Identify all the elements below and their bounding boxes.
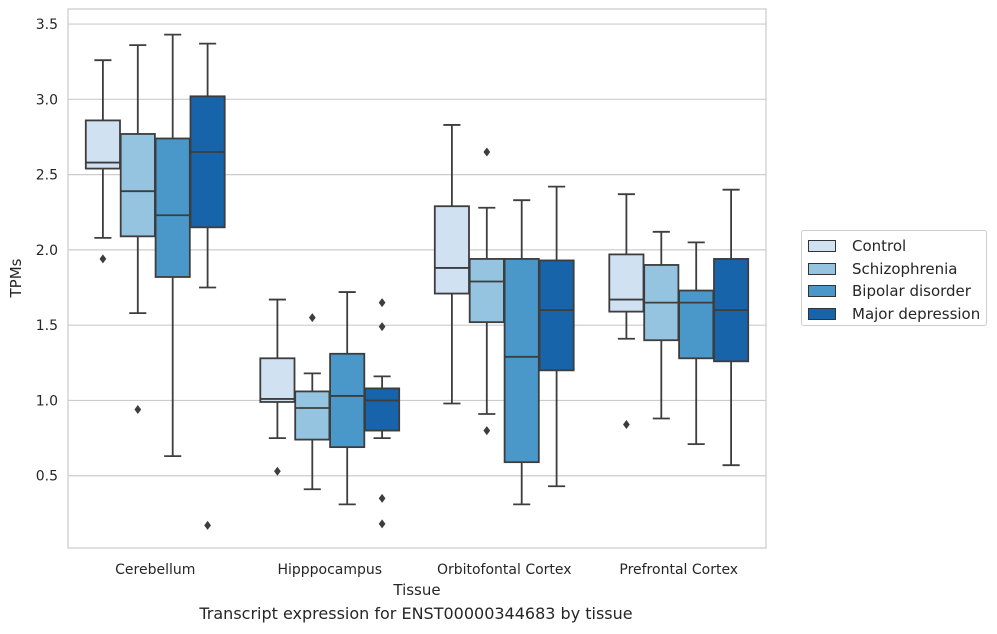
y-tick-label: 0.5 <box>36 469 58 485</box>
y-tick-label: 2.0 <box>36 243 58 259</box>
legend-label: Major depression <box>852 304 981 323</box>
box-body <box>294 390 331 441</box>
legend-item: Schizophrenia <box>808 258 986 281</box>
x-tick-label: Cerebellum <box>115 562 195 578</box>
outlier-point <box>378 298 386 308</box>
outlier-point <box>134 404 142 414</box>
box-body <box>503 258 540 464</box>
box-body <box>84 119 121 170</box>
legend-label: Schizophrenia <box>852 259 958 278</box>
y-tick-label: 1.0 <box>36 393 58 409</box>
figure-caption: Transcript expression for ENST0000034468… <box>199 604 633 623</box>
legend-swatch <box>808 307 836 320</box>
box-bipolar-disorder-0 <box>154 33 191 458</box>
box-body <box>119 133 156 238</box>
legend-item: Major depression <box>808 303 986 326</box>
box-body <box>433 205 470 295</box>
box-control-3 <box>608 193 645 430</box>
outlier-point <box>204 520 211 530</box>
x-tick-label: Hipppocampus <box>277 562 382 578</box>
box-body <box>154 137 191 278</box>
plot-frame <box>67 8 767 549</box>
outlier-point <box>274 466 281 476</box>
x-tick-label: Prefrontal Cortex <box>619 562 738 578</box>
box-major-depression-0 <box>189 42 226 530</box>
box-bipolar-disorder-1 <box>329 291 366 506</box>
legend-item: Control <box>808 235 986 258</box>
outlier-point <box>308 313 316 323</box>
box-body <box>678 289 715 360</box>
y-tick-label: 3.5 <box>36 17 58 33</box>
y-tick-label: 1.5 <box>36 318 58 334</box>
box-control-1 <box>259 298 296 476</box>
box-body <box>364 387 401 432</box>
box-control-2 <box>433 124 470 405</box>
legend-swatch <box>808 262 836 275</box>
outlier-point <box>99 254 107 264</box>
y-tick-label: 3.0 <box>36 92 58 108</box>
box-schizophrenia-3 <box>643 230 680 420</box>
box-bipolar-disorder-2 <box>503 199 540 506</box>
outlier-point <box>378 493 386 503</box>
box-schizophrenia-0 <box>119 44 156 414</box>
outlier-point <box>483 147 491 157</box>
box-major-depression-2 <box>538 185 575 488</box>
box-body <box>329 352 366 449</box>
box-body <box>189 95 226 229</box>
box-plot-marks <box>84 33 750 530</box>
box-bipolar-disorder-3 <box>678 241 715 446</box>
legend-swatch <box>808 285 836 298</box>
x-axis-label: Tissue <box>392 581 440 599</box>
box-body <box>538 259 575 372</box>
x-axis-ticks: Cerebellum Hipppocampus Orbitofontal Corte… <box>115 562 738 578</box>
box-major-depression-1 <box>364 298 401 529</box>
outlier-point <box>378 322 386 332</box>
outlier-point <box>378 519 386 529</box>
box-major-depression-3 <box>713 188 750 467</box>
legend-swatch <box>808 240 836 253</box>
legend-label: Control <box>852 237 907 256</box>
box-body <box>468 258 505 324</box>
legend-item: Bipolar disorder <box>808 280 986 303</box>
legend-label: Bipolar disorder <box>852 282 971 301</box>
legend: Control Schizophrenia Bipolar disorder Majo… <box>801 230 987 326</box>
box-schizophrenia-2 <box>468 147 505 436</box>
outlier-point <box>483 426 491 436</box>
y-axis-label: TPMs <box>7 258 25 298</box>
box-control-0 <box>84 59 121 264</box>
box-body <box>608 253 645 313</box>
outlier-point <box>623 420 630 430</box>
y-tick-label: 2.5 <box>36 168 58 184</box>
box-body <box>259 357 296 403</box>
x-tick-label: Orbitofontal Cortex <box>437 562 572 578</box>
box-schizophrenia-1 <box>294 313 331 491</box>
y-axis-ticks: 0.5 1.0 1.5 2.0 2.5 3.0 3.5 <box>36 17 58 485</box>
